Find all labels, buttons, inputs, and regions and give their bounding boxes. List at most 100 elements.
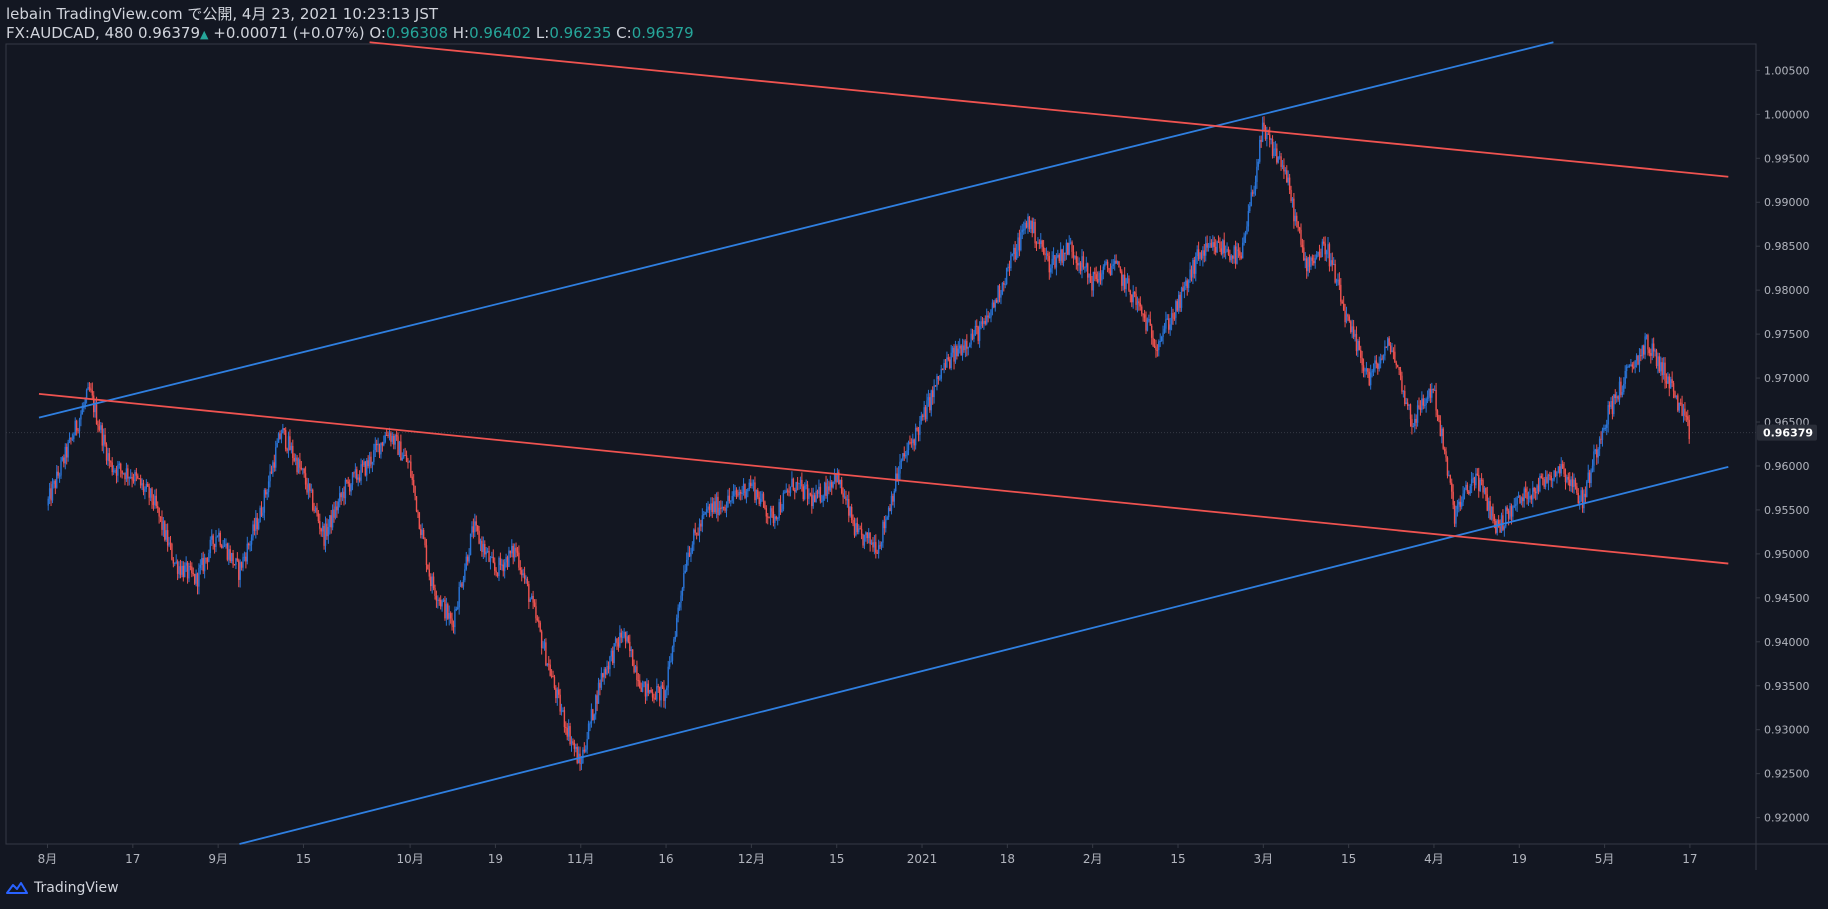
- candle-body: [556, 689, 558, 699]
- candle-body: [795, 482, 797, 492]
- candle-body: [961, 345, 964, 356]
- time-tick-label: 15: [829, 852, 844, 866]
- last-price: 0.96379: [137, 24, 201, 42]
- candle-body: [1512, 506, 1514, 517]
- candle-body: [543, 642, 546, 648]
- candle-body: [1067, 242, 1069, 255]
- candle-body: [292, 445, 294, 458]
- candle-body: [1337, 279, 1339, 281]
- trendline-blue[interactable]: [38, 41, 1554, 419]
- candle-body: [563, 710, 566, 728]
- candle-body: [1536, 485, 1538, 494]
- candle-body: [1475, 473, 1477, 486]
- chart-pane[interactable]: [5, 43, 1757, 845]
- candle-body: [1064, 253, 1066, 255]
- candle-body: [1358, 340, 1360, 350]
- candle-body: [937, 376, 940, 379]
- candle-body: [668, 661, 671, 667]
- candle-body: [65, 446, 68, 458]
- candle-body: [1233, 246, 1235, 259]
- candle-body: [1108, 268, 1110, 271]
- candle-body: [1671, 379, 1673, 384]
- trendline-red[interactable]: [38, 392, 1729, 565]
- candle-body: [617, 642, 620, 647]
- candle-body: [1004, 284, 1006, 286]
- candle-body: [1688, 419, 1690, 440]
- candle-body: [1452, 491, 1454, 505]
- candle-body: [1148, 319, 1150, 321]
- candle-body: [257, 522, 260, 530]
- candle-body: [300, 467, 303, 470]
- candle-body: [1217, 241, 1220, 243]
- candle-body: [533, 602, 536, 607]
- candle-body: [1596, 449, 1598, 458]
- candle-body: [272, 462, 274, 474]
- candle-body: [1497, 520, 1500, 527]
- candle-body: [489, 557, 492, 562]
- price-axis[interactable]: [1756, 44, 1828, 844]
- candle-body: [363, 461, 365, 466]
- candle-body: [1149, 319, 1151, 326]
- candle-body: [640, 687, 642, 692]
- candle-body: [610, 650, 613, 657]
- candle-body: [1615, 396, 1618, 399]
- candle-body: [1586, 481, 1588, 497]
- candle-body: [1647, 335, 1649, 350]
- trendlines-layer[interactable]: [38, 41, 1729, 845]
- candle-body: [1035, 243, 1038, 245]
- candle-body: [705, 509, 708, 512]
- candle-body: [1297, 221, 1299, 228]
- candle-body: [1579, 501, 1581, 504]
- candle-body: [165, 530, 167, 540]
- candle-body: [855, 523, 857, 536]
- candle-body: [1212, 242, 1214, 248]
- candle-body: [302, 468, 304, 470]
- footer-brand[interactable]: TradingView: [6, 880, 119, 896]
- candle-body: [353, 472, 355, 474]
- candle-body: [1307, 257, 1309, 272]
- candle-body: [1621, 392, 1624, 395]
- candle-body: [287, 436, 290, 451]
- candle-body: [518, 552, 520, 568]
- candle-body: [1187, 280, 1190, 289]
- trendline-red[interactable]: [369, 41, 1729, 178]
- candle-body: [1229, 254, 1231, 261]
- candle-body: [1030, 220, 1032, 229]
- candle-body: [974, 325, 977, 336]
- candle-body: [1550, 475, 1552, 481]
- candle-body: [307, 483, 310, 493]
- candle-body: [1441, 428, 1443, 437]
- candle-body: [1138, 301, 1140, 304]
- candle-body: [1472, 477, 1474, 480]
- candle-body: [1478, 475, 1480, 491]
- candle-body: [1202, 250, 1204, 259]
- candle-body: [1003, 282, 1005, 285]
- candle-body: [1040, 240, 1042, 244]
- candle-body: [1018, 237, 1021, 251]
- candle-body: [141, 483, 143, 486]
- candle-body: [430, 576, 432, 587]
- symbol-label[interactable]: FX:AUDCAD, 480: [6, 24, 134, 42]
- candle-body: [1005, 267, 1008, 285]
- candle-body: [1118, 261, 1120, 268]
- candle-body: [920, 415, 923, 422]
- candle-body: [1395, 362, 1397, 366]
- candle-body: [98, 426, 101, 430]
- price-tick-label: 0.97500: [1764, 328, 1810, 341]
- candle-body: [1372, 368, 1375, 371]
- candle-body: [521, 570, 523, 576]
- candle-body: [270, 471, 273, 474]
- candle-body: [1635, 355, 1638, 361]
- candle-body: [1665, 380, 1668, 384]
- candle-body: [697, 533, 699, 536]
- candle-body: [1132, 292, 1134, 303]
- candle-body: [542, 647, 544, 649]
- candle-body: [178, 566, 180, 574]
- candle-body: [583, 749, 586, 752]
- trendline-blue[interactable]: [239, 465, 1729, 845]
- candle-body: [616, 638, 618, 643]
- candle-body: [1637, 355, 1639, 365]
- candle-body: [1095, 274, 1097, 280]
- candle-body: [868, 532, 870, 539]
